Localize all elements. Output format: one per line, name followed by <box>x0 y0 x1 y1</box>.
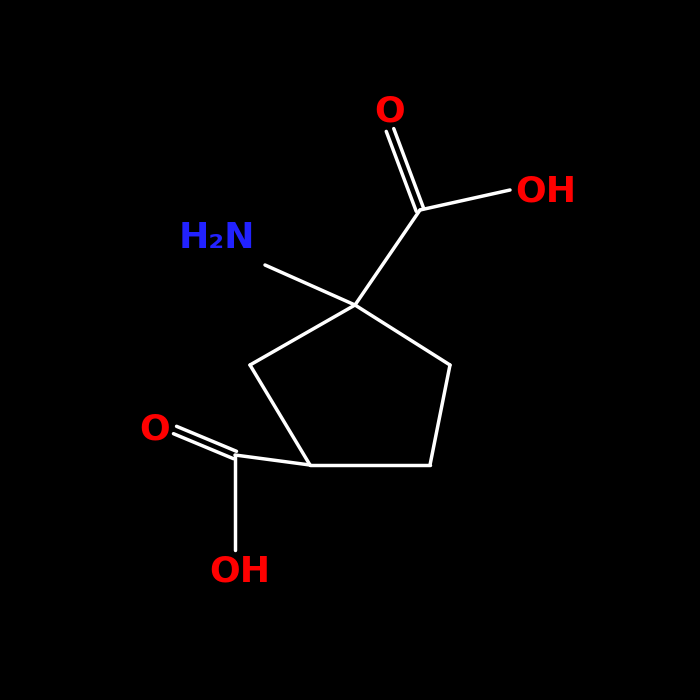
Text: O: O <box>139 413 170 447</box>
Text: OH: OH <box>515 175 576 209</box>
Text: O: O <box>374 94 405 128</box>
Text: OH: OH <box>209 555 271 589</box>
Text: H₂N: H₂N <box>178 221 255 255</box>
